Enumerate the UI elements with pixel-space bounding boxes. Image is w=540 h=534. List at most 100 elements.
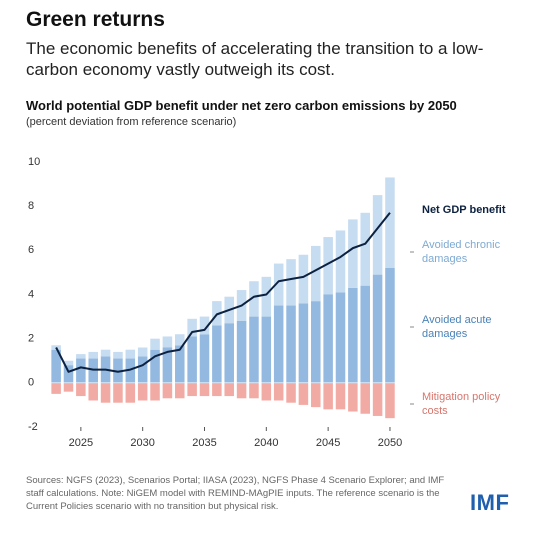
legend-label: Avoided chronic damages [422, 239, 501, 265]
bar [63, 382, 74, 392]
legend-label: Net GDP benefit [422, 204, 506, 216]
bar [224, 382, 234, 397]
bar [88, 351, 98, 359]
bar [125, 358, 136, 383]
bar [273, 305, 284, 383]
bar [385, 268, 395, 383]
axis-note: (percent deviation from reference scenar… [26, 116, 237, 128]
source-note: Sources: NGFS (2023), Scenarios Portal; … [26, 475, 445, 512]
bar [335, 382, 346, 410]
x-tick-label: 2030 [130, 437, 154, 449]
bar [273, 263, 284, 306]
subtitle: The economic benefits of accelerating th… [26, 39, 484, 79]
bar [175, 382, 185, 399]
bar [51, 349, 61, 383]
bar [286, 305, 296, 383]
y-tick-label: 2 [28, 333, 34, 345]
y-tick-label: 4 [28, 288, 34, 300]
bar [360, 382, 370, 414]
bar [187, 318, 197, 337]
legend-label: Mitigation policy costs [422, 391, 501, 417]
bar [125, 349, 136, 359]
bar [100, 349, 111, 357]
bar [236, 321, 247, 383]
bar [76, 354, 86, 359]
bar [372, 274, 383, 383]
bar [249, 281, 259, 317]
net-line [55, 212, 391, 373]
x-tick-label: 2040 [254, 437, 278, 449]
bar [150, 349, 160, 383]
bar [236, 382, 247, 399]
bar [63, 365, 74, 383]
bar [175, 345, 185, 383]
x-tick-label: 2025 [69, 437, 93, 449]
bar [162, 382, 173, 399]
x-tick-label: 2045 [316, 437, 340, 449]
bar [348, 382, 358, 412]
bar [360, 212, 370, 286]
bar [212, 325, 222, 383]
bar [348, 287, 358, 383]
bar [311, 301, 321, 383]
bar [76, 382, 86, 397]
bar [88, 382, 98, 401]
chart-title: World potential GDP benefit under net ze… [26, 98, 457, 113]
bar [113, 351, 123, 359]
bar [323, 237, 333, 295]
x-tick-label: 2050 [378, 437, 402, 449]
bar [199, 382, 210, 397]
y-tick-label: 6 [28, 244, 34, 256]
bar [137, 382, 148, 401]
bar [372, 382, 383, 416]
bar [298, 303, 309, 383]
legend-label: Avoided acute damages [422, 314, 492, 340]
bar [286, 259, 296, 306]
y-tick-label: 10 [28, 156, 40, 168]
bar [100, 382, 111, 403]
bar [335, 230, 346, 293]
bar [360, 285, 370, 383]
bar [88, 358, 98, 383]
bar [385, 177, 395, 268]
bar [212, 382, 222, 397]
bar [199, 316, 210, 335]
bar [273, 382, 284, 401]
y-tick-label: 0 [28, 377, 34, 389]
bar [261, 316, 272, 383]
bar [311, 245, 321, 302]
bar [63, 360, 74, 366]
bar [385, 382, 395, 419]
bar [298, 382, 309, 405]
bar [249, 316, 259, 383]
bar [323, 382, 333, 410]
bar [187, 336, 197, 383]
bar [323, 294, 333, 383]
bar [261, 276, 272, 317]
bar [51, 382, 61, 394]
bar [162, 336, 173, 348]
bar [224, 323, 234, 383]
bar [113, 382, 123, 403]
bar [199, 334, 210, 383]
bar [372, 195, 383, 275]
bar [311, 382, 321, 408]
bar [298, 254, 309, 304]
bar [286, 382, 296, 403]
bar [150, 382, 160, 401]
logo: IMF [470, 490, 510, 515]
bar [175, 334, 185, 346]
bar [150, 338, 160, 350]
y-tick-label: -2 [28, 421, 38, 433]
y-tick-label: 8 [28, 200, 34, 212]
bar [113, 358, 123, 383]
bar [187, 382, 197, 397]
bar [137, 347, 148, 357]
bar [212, 301, 222, 326]
bar [125, 382, 136, 403]
bar [348, 219, 358, 288]
headline: Green returns [26, 8, 165, 31]
bar [137, 356, 148, 383]
